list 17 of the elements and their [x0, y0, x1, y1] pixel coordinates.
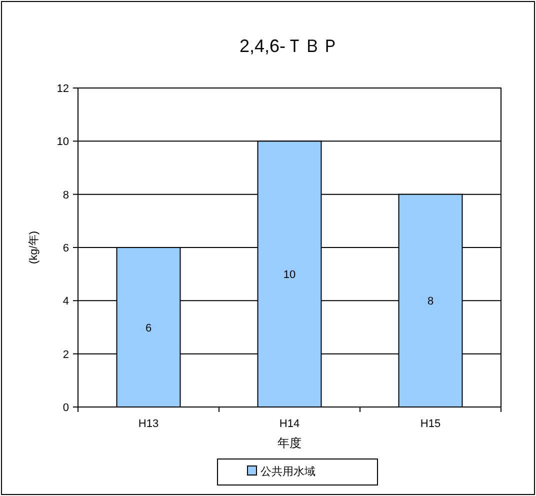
y-tick-label: 4: [62, 296, 69, 308]
y-tick-label: 6: [62, 242, 69, 254]
chart-title: 2,4,6-ＴＢＰ: [239, 36, 340, 56]
x-axis-title: 年度: [278, 436, 302, 450]
y-tick-label: 8: [62, 189, 69, 202]
y-tick-label: 12: [56, 83, 69, 95]
legend-label: 公共用水域: [260, 465, 316, 478]
x-tick-label: H13: [138, 418, 159, 430]
data-label: 10: [283, 269, 296, 282]
data-label: 8: [427, 296, 434, 308]
y-axis-title: (kg/年): [28, 231, 40, 264]
x-tick-label: H14: [279, 418, 300, 430]
y-tick-label: 0: [62, 402, 69, 414]
x-tick-label: H15: [420, 418, 441, 430]
y-tick-label: 10: [56, 136, 69, 148]
y-tick-label: 2: [62, 348, 69, 361]
data-label: 6: [145, 322, 152, 334]
